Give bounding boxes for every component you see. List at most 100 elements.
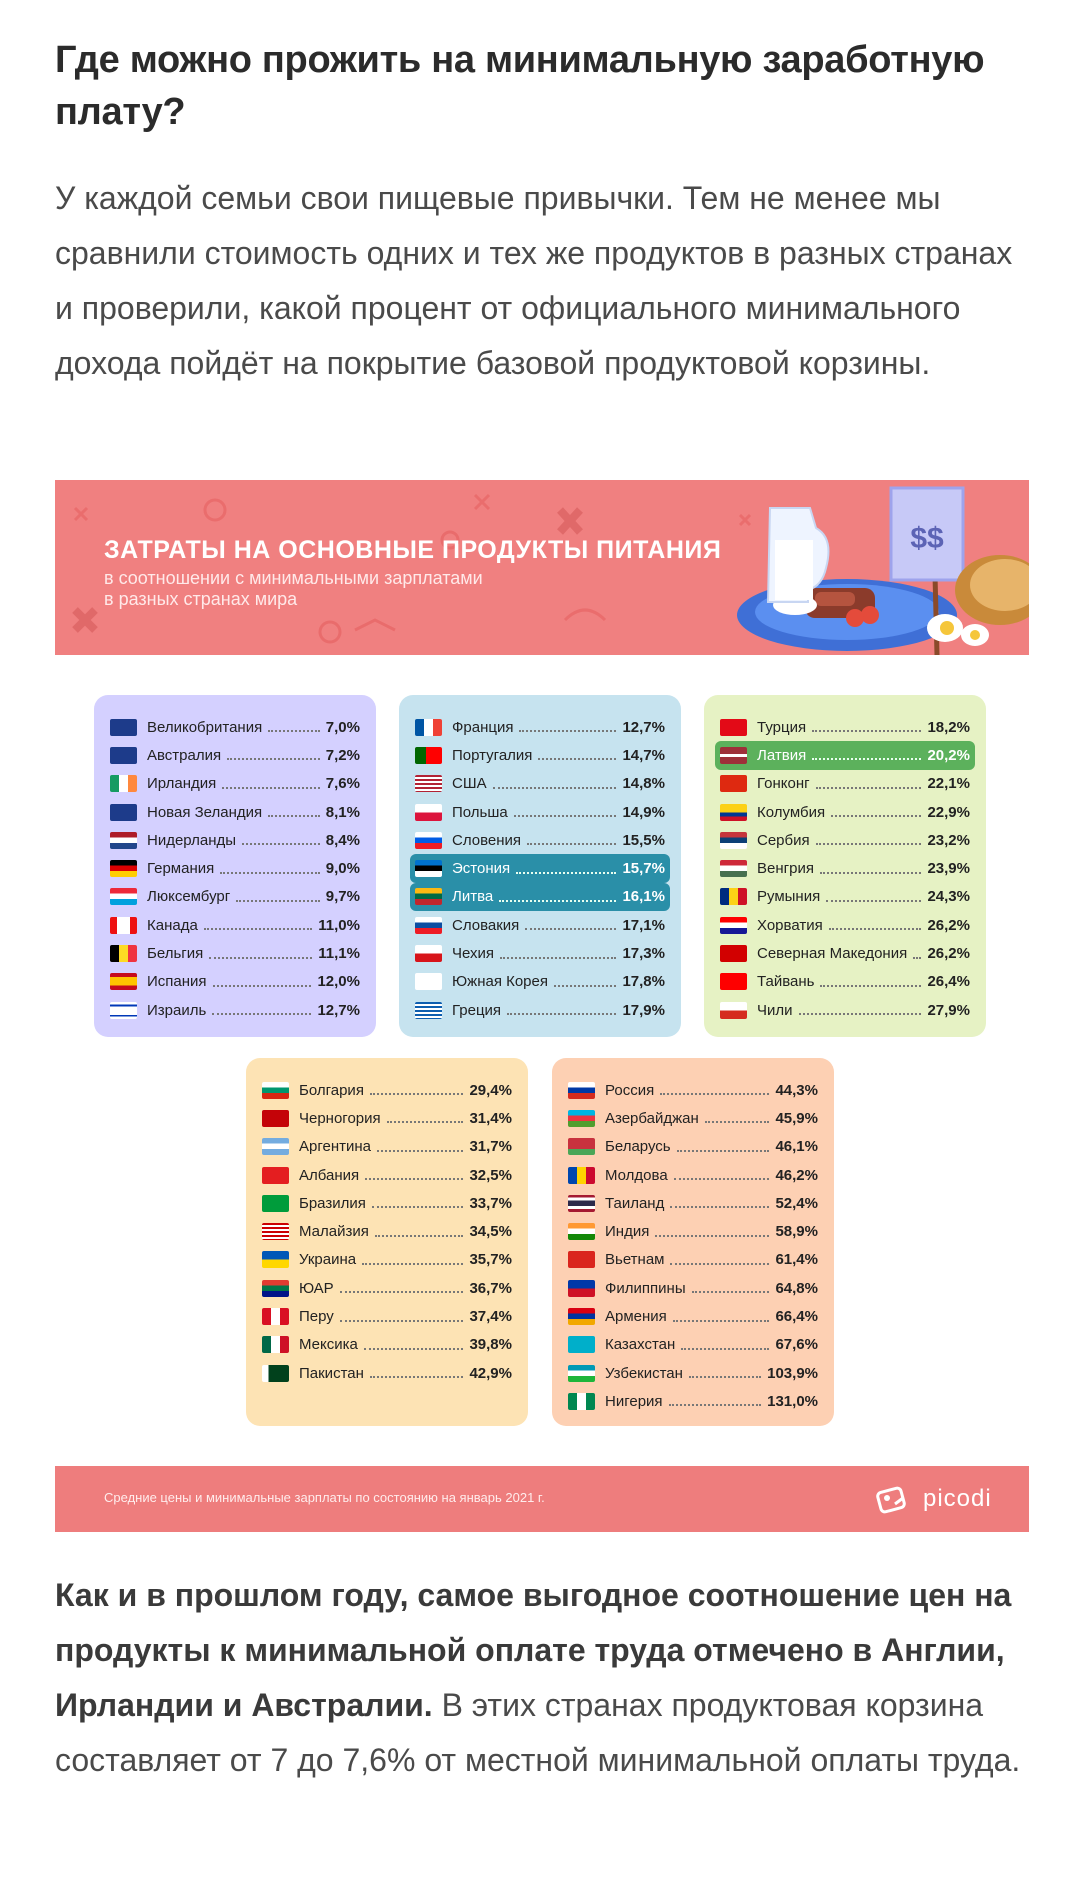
country-name: Хорватия (757, 916, 823, 934)
dot-leader (516, 871, 617, 874)
dot-leader (554, 984, 617, 987)
country-name: ЮАР (299, 1279, 334, 1297)
country-percent: 58,9% (775, 1223, 818, 1241)
country-name: Пакистан (299, 1364, 364, 1382)
country-percent: 17,1% (622, 916, 665, 934)
dot-leader (704, 1121, 770, 1124)
country-name: Чехия (452, 945, 495, 963)
dot-leader (203, 928, 313, 931)
country-percent: 12,7% (317, 1001, 360, 1019)
flag-cl-icon (720, 1001, 747, 1019)
country-name: Черногория (299, 1109, 381, 1127)
flag-co-icon (720, 803, 747, 821)
country-percent: 67,6% (775, 1336, 818, 1354)
country-percent: 14,9% (622, 803, 665, 821)
country-percent: 7,6% (325, 775, 360, 793)
country-percent: 33,7% (469, 1194, 512, 1212)
country-name: Южная Корея (452, 973, 548, 991)
country-row: Аргентина 31,7% (262, 1133, 512, 1161)
flag-de-icon (110, 860, 137, 878)
flag-ie-icon (110, 775, 137, 793)
country-name: Польша (452, 803, 508, 821)
country-row: Нигерия 131,0% (568, 1387, 818, 1415)
brand-logo: picodi (875, 1480, 992, 1518)
country-percent: 37,4% (469, 1308, 512, 1326)
country-row: Хорватия 26,2% (720, 911, 970, 939)
country-name: Нигерия (605, 1392, 663, 1410)
country-panel: Великобритания 7,0% Австралия 7,2% Ирландия 7… (94, 695, 376, 1037)
flag-al-icon (262, 1166, 289, 1184)
dot-leader (655, 1234, 770, 1237)
country-row: Литва 16,1% (410, 882, 670, 912)
infographic-banner: $$ ЗАТРАТЫ НА ОСНОВНЫЕ ПРОДУКТЫ ПИТАНИЯ … (55, 480, 1029, 655)
country-percent: 8,4% (325, 831, 360, 849)
conclusion-text: В этих странах продуктовая корзина соста… (55, 1687, 1021, 1778)
country-name: Литва (452, 888, 494, 906)
country-row: Великобритания 7,0% (110, 713, 360, 741)
country-name: Украина (299, 1251, 357, 1269)
flag-lt-icon (415, 888, 442, 906)
country-name: Гонконг (757, 775, 810, 793)
country-name: Новая Зеландия (147, 803, 263, 821)
country-percent: 24,3% (927, 888, 970, 906)
infographic-footer: Средние цены и минимальные зарплаты по с… (55, 1466, 1029, 1532)
dot-leader (670, 1206, 770, 1209)
dot-leader (815, 843, 922, 846)
flag-ng-icon (568, 1392, 595, 1410)
country-percent: 22,1% (927, 775, 970, 793)
country-percent: 42,9% (469, 1364, 512, 1382)
flag-gb-icon (110, 718, 137, 736)
country-percent: 32,5% (469, 1166, 512, 1184)
country-percent: 44,3% (775, 1081, 818, 1099)
country-percent: 46,2% (775, 1166, 818, 1184)
country-percent: 103,9% (767, 1364, 818, 1382)
flag-au-icon (110, 746, 137, 764)
country-row: Чили 27,9% (720, 996, 970, 1024)
country-percent: 27,9% (927, 1001, 970, 1019)
flag-ca-icon (110, 916, 137, 934)
country-row: Франция 12,7% (415, 713, 665, 741)
country-row: Венгрия 23,9% (720, 854, 970, 882)
flag-il-icon (110, 1001, 137, 1019)
dot-leader (812, 758, 922, 761)
country-percent: 8,1% (325, 803, 360, 821)
dot-leader (374, 1234, 464, 1237)
dot-leader (798, 1013, 922, 1016)
country-percent: 66,4% (775, 1308, 818, 1326)
flag-lu-icon (110, 888, 137, 906)
country-percent: 17,3% (622, 945, 665, 963)
conclusion-paragraph: Как и в прошлом году, самое выгодное соо… (55, 1568, 1030, 1788)
brand-name: picodi (923, 1485, 992, 1512)
dot-leader (222, 786, 320, 789)
dot-leader (492, 786, 617, 789)
country-row: Румыния 24,3% (720, 883, 970, 911)
flag-pt-icon (415, 746, 442, 764)
flag-hr-icon (720, 916, 747, 934)
dot-leader (500, 956, 617, 959)
flag-mk-icon (720, 945, 747, 963)
flag-fr-icon (415, 718, 442, 736)
dot-leader (377, 1149, 464, 1152)
country-name: Эстония (452, 860, 511, 878)
country-name: Индия (605, 1223, 650, 1241)
flag-tw-icon (720, 973, 747, 991)
country-percent: 11,0% (318, 916, 360, 934)
country-row: Польша 14,9% (415, 798, 665, 826)
dot-leader (507, 1013, 617, 1016)
country-percent: 14,7% (622, 746, 665, 764)
country-row: Узбекистан 103,9% (568, 1359, 818, 1387)
flag-br-icon (262, 1194, 289, 1212)
country-name: Азербайджан (605, 1109, 699, 1127)
country-name: Бельгия (147, 945, 204, 963)
dot-leader (236, 899, 320, 902)
flag-ua-icon (262, 1251, 289, 1269)
flag-ar-icon (262, 1138, 289, 1156)
dot-leader (831, 815, 922, 818)
country-name: Словакия (452, 916, 520, 934)
country-percent: 35,7% (469, 1251, 512, 1269)
country-row: Сербия 23,2% (720, 826, 970, 854)
country-percent: 31,7% (469, 1138, 512, 1156)
dot-leader (362, 1262, 464, 1265)
flag-vn-icon (568, 1251, 595, 1269)
country-name: Колумбия (757, 803, 826, 821)
